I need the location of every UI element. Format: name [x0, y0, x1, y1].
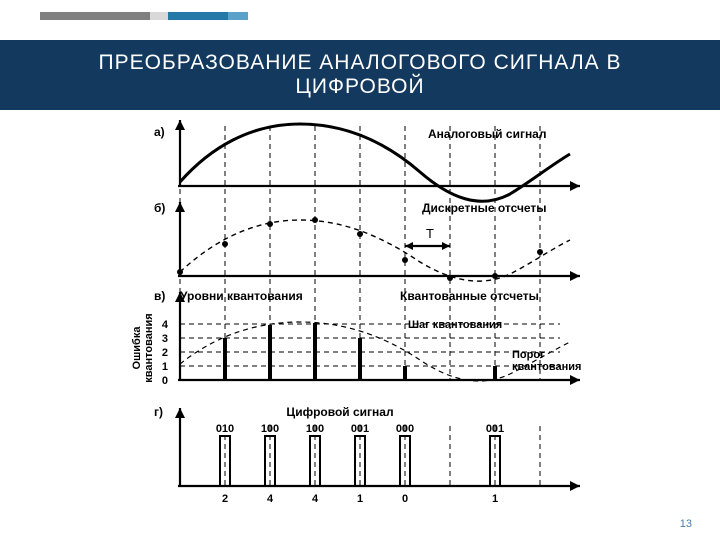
- slide-header: ПРЕОБРАЗОВАНИЕ АНАЛОГОВОГО СИГНАЛА В ЦИФ…: [0, 40, 720, 110]
- svg-text:2: 2: [222, 493, 228, 505]
- svg-text:T: T: [426, 226, 434, 241]
- svg-text:4: 4: [312, 493, 319, 505]
- svg-text:010: 010: [216, 423, 234, 435]
- svg-text:Уровни квантования: Уровни квантования: [180, 289, 303, 303]
- svg-text:Ошибкаквантования: Ошибкаквантования: [131, 313, 155, 382]
- svg-text:100: 100: [306, 423, 324, 435]
- svg-text:000: 000: [396, 423, 414, 435]
- svg-text:1: 1: [162, 361, 168, 373]
- svg-text:1: 1: [492, 493, 498, 505]
- svg-text:а): а): [154, 125, 165, 139]
- svg-text:2: 2: [162, 347, 168, 359]
- svg-text:1: 1: [357, 493, 363, 505]
- svg-text:в): в): [154, 289, 165, 303]
- adc-diagram: а) Аналоговый сигнал б) Дискретные отсчеты T…: [120, 116, 600, 516]
- svg-text:100: 100: [261, 423, 279, 435]
- svg-text:4: 4: [267, 493, 274, 505]
- svg-text:б): б): [154, 201, 165, 215]
- page-number: 13: [680, 518, 692, 530]
- accent-strip: [40, 12, 248, 20]
- svg-text:001: 001: [351, 423, 369, 435]
- svg-text:Квантованные отсчеты: Квантованные отсчеты: [400, 289, 539, 303]
- svg-text:Порогквантования: Порогквантования: [512, 349, 581, 373]
- svg-text:Аналоговый сигнал: Аналоговый сигнал: [428, 127, 546, 141]
- svg-text:Цифровой сигнал: Цифровой сигнал: [286, 405, 393, 419]
- svg-text:3: 3: [162, 333, 168, 345]
- svg-text:0: 0: [402, 493, 408, 505]
- svg-text:Шаг квантования: Шаг квантования: [408, 319, 502, 331]
- slide-title: ПРЕОБРАЗОВАНИЕ АНАЛОГОВОГО СИГНАЛА В ЦИФ…: [40, 51, 680, 99]
- svg-text:0: 0: [162, 375, 168, 387]
- svg-text:Дискретные отсчеты: Дискретные отсчеты: [422, 201, 547, 215]
- svg-text:001: 001: [486, 423, 504, 435]
- svg-text:г): г): [154, 405, 163, 419]
- svg-text:4: 4: [162, 319, 169, 331]
